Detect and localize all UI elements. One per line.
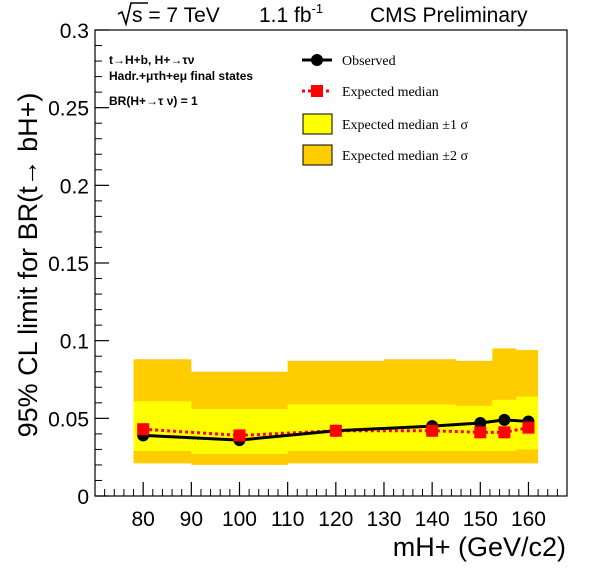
legend: Observed Expected median Expected median… bbox=[302, 54, 468, 166]
expected-point bbox=[137, 423, 150, 436]
x-tick-label: 140 bbox=[415, 508, 450, 531]
x-tick-label: 160 bbox=[511, 508, 546, 531]
y-tick-label: 0.3 bbox=[60, 20, 89, 43]
annotation-line-2: Hadr.+μτh+eμ final states bbox=[109, 69, 253, 83]
y-axis-title-group: 95% CL limit for BR(t→ bH+) bbox=[13, 93, 43, 438]
axis-ticks: 0 0.05 0.1 0.15 0.2 0.25 0.3 80 90 100 110 120 130 14… bbox=[48, 20, 568, 531]
expected-point bbox=[474, 426, 487, 439]
annotation-line-1: t→H+b, H+→τν bbox=[109, 53, 195, 67]
legend-expected-marker bbox=[311, 85, 323, 97]
x-tick-label: 100 bbox=[222, 508, 257, 531]
observed-point bbox=[474, 416, 487, 429]
legend-observed-label: Observed bbox=[342, 54, 396, 69]
uncertainty-bands bbox=[133, 348, 539, 465]
expected-point bbox=[233, 429, 246, 442]
energy-label: s = 7 TeV bbox=[132, 4, 220, 27]
expected-point bbox=[498, 426, 511, 439]
lumi-exponent: -1 bbox=[312, 1, 324, 16]
x-axis-title: mH+ (GeV/c2) bbox=[393, 532, 566, 562]
expected-point bbox=[426, 424, 439, 437]
observed-point bbox=[498, 413, 511, 426]
y-tick-label: 0 bbox=[77, 486, 89, 509]
legend-band1-label: Expected median ±1 σ bbox=[342, 118, 468, 133]
limit-markers bbox=[137, 413, 535, 447]
legend-observed-marker bbox=[311, 54, 323, 66]
x-tick-label: 80 bbox=[131, 508, 154, 531]
x-tick-label: 130 bbox=[366, 508, 401, 531]
expected-point bbox=[329, 424, 342, 437]
y-tick-label: 0.05 bbox=[48, 408, 89, 431]
x-tick-label: 150 bbox=[463, 508, 498, 531]
y-tick-label: 0.1 bbox=[60, 331, 89, 354]
y-tick-label: 0.25 bbox=[48, 98, 89, 121]
legend-band2-swatch bbox=[302, 144, 333, 166]
expected-point bbox=[522, 421, 535, 434]
legend-band2-label: Expected median ±2 σ bbox=[342, 149, 468, 164]
chart-header: s = 7 TeV 1.1 fb-1 CMS Preliminary bbox=[117, 1, 528, 27]
lumi-label: 1.1 fb-1 bbox=[259, 1, 323, 27]
legend-band1-swatch bbox=[302, 113, 333, 135]
x-tick-label: 120 bbox=[318, 508, 353, 531]
y-tick-label: 0.2 bbox=[60, 175, 89, 198]
sqrt-symbol bbox=[117, 2, 148, 27]
lumi-value: 1.1 fb bbox=[259, 4, 312, 27]
x-tick-label: 110 bbox=[271, 508, 304, 531]
legend-expected-label: Expected median bbox=[342, 85, 439, 100]
annotation-line-3: BR(H+→τ ν) = 1 bbox=[109, 94, 198, 108]
x-tick-label: 90 bbox=[180, 508, 203, 531]
y-axis-title: 95% CL limit for BR(t→ bH+) bbox=[13, 93, 43, 438]
y-tick-label: 0.15 bbox=[48, 253, 89, 276]
annotation-block: t→H+b, H+→τν Hadr.+μτh+eμ final states B… bbox=[109, 53, 253, 108]
experiment-label: CMS Preliminary bbox=[370, 4, 528, 27]
